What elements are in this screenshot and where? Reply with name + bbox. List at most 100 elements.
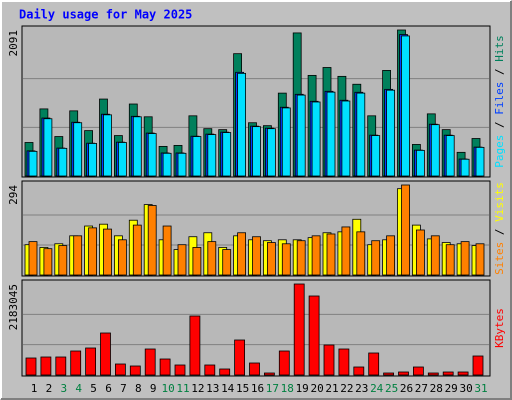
x-tick-label: 18 xyxy=(281,382,294,395)
x-tick-label: 5 xyxy=(90,382,97,395)
bar xyxy=(73,122,83,177)
legend: Sites / Visits xyxy=(493,182,506,275)
bar xyxy=(457,371,469,376)
bar xyxy=(356,92,366,177)
bar xyxy=(401,184,410,276)
bar xyxy=(445,135,455,177)
x-tick-label: 24 xyxy=(370,382,384,395)
bar xyxy=(311,101,321,177)
bar xyxy=(293,283,305,376)
legend-entry: Pages xyxy=(493,135,506,168)
bar xyxy=(219,368,231,376)
x-tick-label: 13 xyxy=(206,382,219,395)
legend: Pages / Files / Hits xyxy=(493,35,506,168)
bar xyxy=(338,348,350,376)
bar xyxy=(415,229,425,276)
bar xyxy=(58,245,68,276)
bar xyxy=(415,149,425,177)
x-tick-label: 30 xyxy=(459,382,472,395)
bar xyxy=(159,358,171,376)
bar xyxy=(326,233,336,276)
bar xyxy=(144,348,156,376)
bar xyxy=(442,371,454,376)
bar xyxy=(430,235,440,276)
bar xyxy=(222,132,232,177)
bar xyxy=(237,232,247,276)
bar xyxy=(311,235,321,276)
bar xyxy=(386,89,396,177)
x-tick-label: 15 xyxy=(236,382,249,395)
x-tick-label: 23 xyxy=(355,382,368,395)
bar xyxy=(207,241,217,276)
bar xyxy=(368,352,380,376)
bar xyxy=(43,118,53,177)
legend: KBytes xyxy=(493,308,506,348)
x-tick-label: 9 xyxy=(150,382,157,395)
x-tick-label: 11 xyxy=(176,382,189,395)
bar xyxy=(174,364,186,376)
x-tick-label: 17 xyxy=(266,382,279,395)
x-tick-label: 4 xyxy=(75,382,82,395)
x-tick-label: 2 xyxy=(46,382,53,395)
bar xyxy=(263,372,275,376)
x-tick-label: 20 xyxy=(310,382,323,395)
bar xyxy=(177,244,187,276)
bar xyxy=(475,146,485,177)
x-tick-label: 21 xyxy=(325,382,338,395)
bar xyxy=(386,235,396,276)
bar xyxy=(323,344,335,376)
chart-title: Daily usage for May 2025 xyxy=(19,8,192,22)
bar xyxy=(162,225,172,276)
bar xyxy=(371,240,381,276)
x-tick-label: 25 xyxy=(385,382,398,395)
bar xyxy=(132,116,142,177)
bar xyxy=(55,356,67,376)
bar xyxy=(28,241,38,276)
legend-entry: Files xyxy=(493,82,506,115)
bar xyxy=(266,128,276,177)
y-max-label: 294 xyxy=(7,185,20,205)
bar xyxy=(88,143,97,177)
bar xyxy=(43,248,53,276)
bar xyxy=(475,243,485,276)
bar xyxy=(308,295,320,376)
bar xyxy=(115,363,126,376)
x-tick-label: 7 xyxy=(120,382,127,395)
bar xyxy=(118,142,127,177)
x-tick-label: 10 xyxy=(161,382,174,395)
x-tick-label: 19 xyxy=(296,382,309,395)
x-tick-label: 22 xyxy=(340,382,353,395)
x-tick-label: 16 xyxy=(251,382,264,395)
bar xyxy=(341,226,351,276)
bar xyxy=(40,356,52,376)
bar xyxy=(73,235,83,276)
bar xyxy=(162,152,172,177)
x-tick-label: 8 xyxy=(135,382,142,395)
bar xyxy=(412,366,424,376)
bar xyxy=(445,244,455,276)
bar xyxy=(353,366,365,376)
bar xyxy=(296,240,306,276)
bar xyxy=(129,365,141,376)
bar xyxy=(222,249,232,276)
bar xyxy=(430,124,440,177)
x-tick-label: 27 xyxy=(415,382,428,395)
bar xyxy=(472,355,484,376)
bar xyxy=(460,158,470,177)
bar xyxy=(237,72,247,177)
bar xyxy=(427,372,439,376)
legend-separator: / xyxy=(493,115,506,135)
legend-entry: Visits xyxy=(493,182,506,222)
bar xyxy=(70,350,82,376)
x-tick-label: 26 xyxy=(400,382,413,395)
bar xyxy=(252,236,261,276)
x-tick-label: 6 xyxy=(105,382,112,395)
bar xyxy=(147,133,157,177)
bar xyxy=(401,35,410,177)
legend-entry: KBytes xyxy=(493,308,506,348)
bar xyxy=(296,94,306,177)
